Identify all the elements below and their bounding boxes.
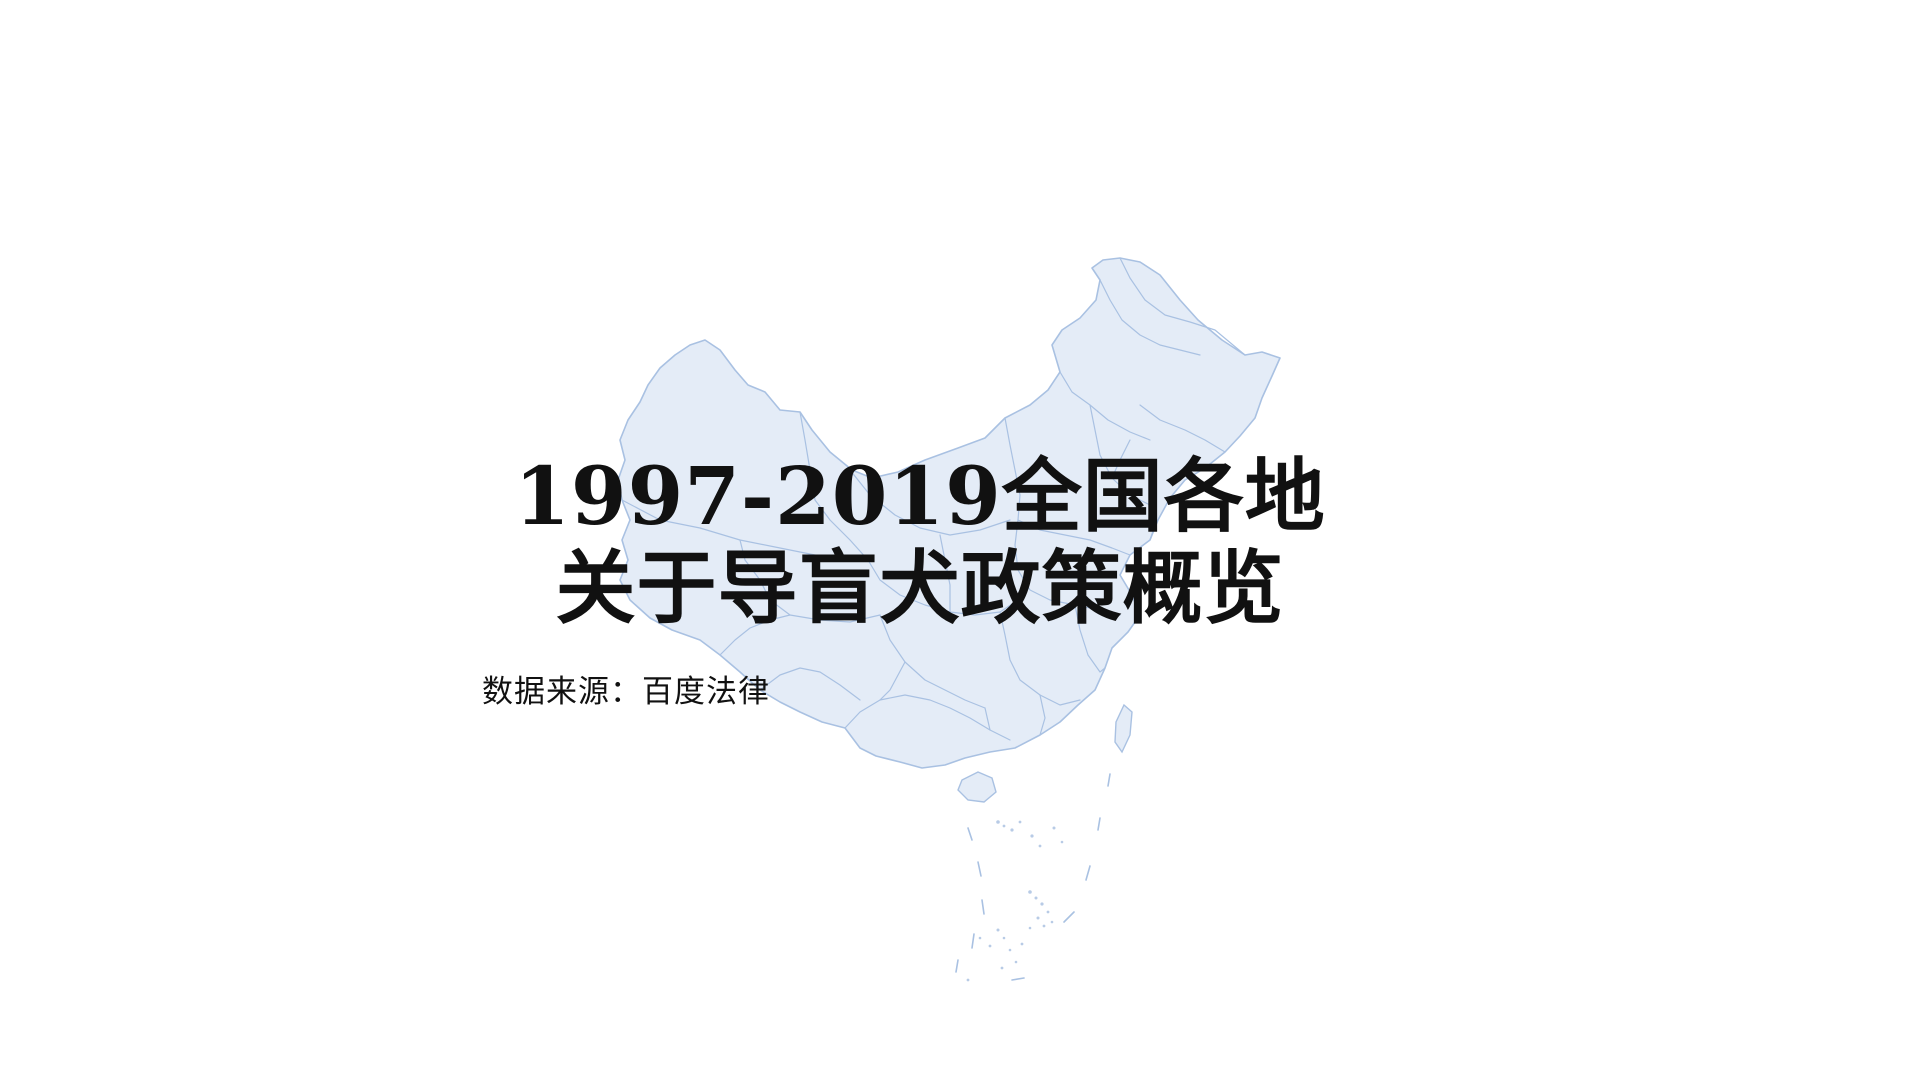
taiwan-island	[1114, 703, 1133, 754]
province-borders	[621, 257, 1246, 741]
hainan-island	[957, 771, 997, 803]
south-china-sea-islands	[966, 820, 1064, 982]
data-source-note: 数据来源：百度法律	[482, 674, 770, 710]
title-line-1: 1997-2019全国各地	[514, 449, 1326, 543]
south-china-sea-dashes	[955, 773, 1111, 981]
title-line-2: 关于导盲犬政策概览	[555, 541, 1285, 635]
mainland-outline	[617, 257, 1281, 769]
slide-title: 1997-2019全国各地 关于导盲犬政策概览	[470, 450, 1370, 634]
